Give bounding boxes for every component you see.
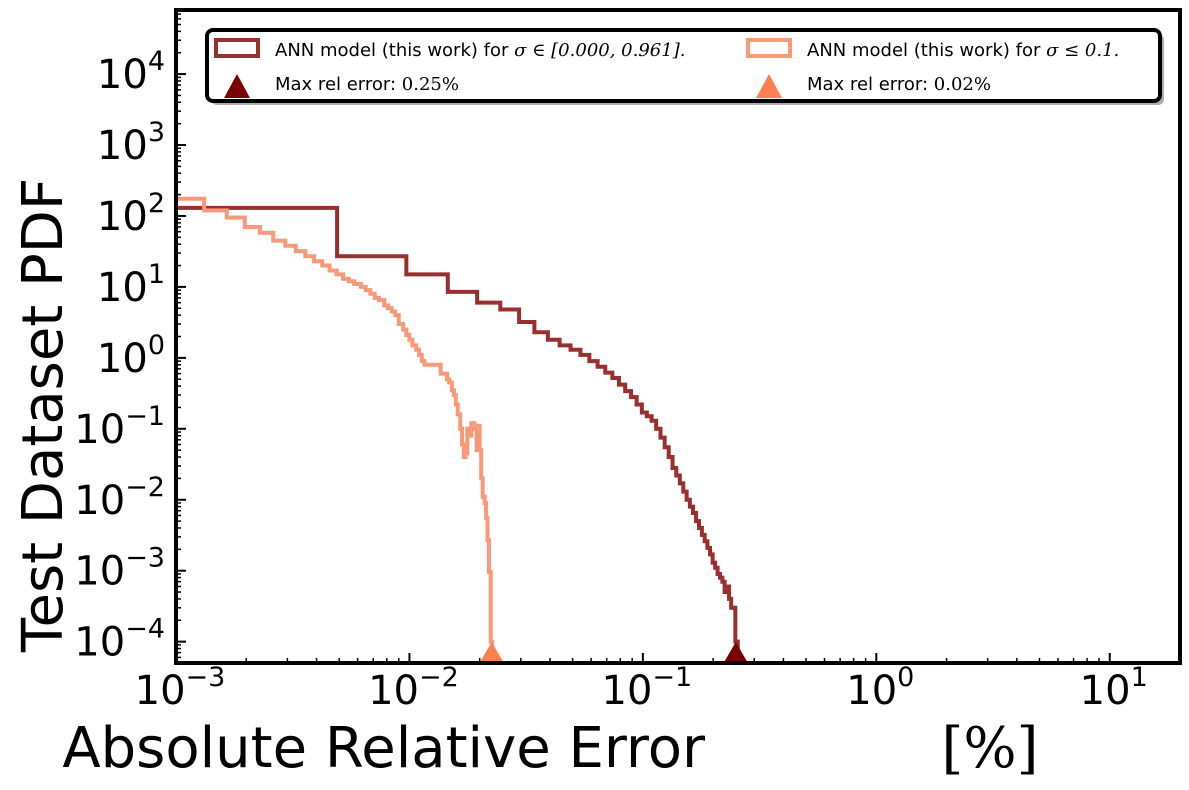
legend-swatch-series-1 (214, 38, 260, 58)
legend-marker-1-triangle-icon (224, 74, 250, 98)
x-axis-unit: [%] (942, 716, 1039, 781)
legend: ANN model (this work) for σ ∈ [0.000, 0.… (205, 28, 1164, 105)
marker-layer (480, 642, 747, 661)
x-tick-label-5: 101 (1080, 662, 1148, 714)
y-tick-label-9: 104 (97, 46, 165, 98)
y-tick-label-4: 10−1 (74, 401, 165, 453)
legend-box (205, 28, 1162, 103)
x-tick-label-3: 10−1 (602, 662, 693, 714)
series-2-line (176, 196, 495, 663)
y-tick-label-2: 10−3 (74, 543, 165, 595)
y-tick-label-3: 10−2 (74, 472, 165, 524)
y-tick-label-1: 10−4 (74, 614, 165, 666)
series-layer (176, 196, 740, 663)
x-tick-label-1: 10−3 (135, 662, 226, 714)
x-tick-label-4: 100 (846, 662, 914, 714)
y-tick-label-7: 102 (97, 188, 165, 240)
max-error-marker-1 (724, 642, 747, 661)
plot-area (176, 10, 1180, 663)
y-axis-label: Test Dataset PDF (11, 178, 76, 653)
y-tick-label-5: 100 (97, 330, 165, 382)
tick-layer: 10−3 10−2 10−1 100 10110−410−310−210−1100101… (74, 9, 1181, 714)
plot-background (176, 10, 1180, 663)
x-tick-label-2: 10−2 (368, 662, 459, 714)
series-1-line (176, 205, 740, 663)
y-tick-label-6: 101 (97, 259, 165, 311)
max-error-marker-2 (480, 642, 503, 661)
legend-swatch-series-2 (746, 38, 792, 58)
legend-marker-2-triangle-icon (756, 74, 782, 98)
y-tick-label-8: 103 (97, 117, 165, 169)
legend-label-marker-2: Max rel error: 0.02% (807, 74, 991, 95)
x-axis-label: Absolute Relative Error (62, 716, 706, 781)
legend-label-marker-1: Max rel error: 0.25% (275, 74, 459, 95)
legend-label-series-2: ANN model (this work) for σ ≤ 0.1. (807, 40, 1119, 61)
legend-label-series-1: ANN model (this work) for σ ∈ [0.000, 0.… (275, 40, 685, 61)
